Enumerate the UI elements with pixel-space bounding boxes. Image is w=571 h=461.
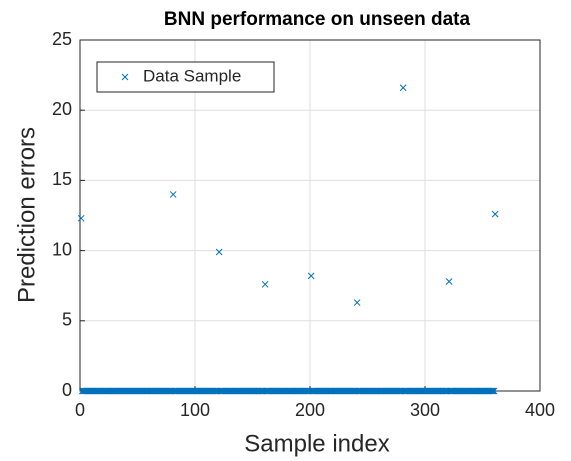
- x-tick-label: 100: [180, 400, 210, 420]
- data-point: [491, 210, 499, 218]
- data-point: [215, 248, 223, 256]
- chart-title: BNN performance on unseen data: [164, 9, 471, 30]
- x-axis-label: Sample index: [244, 430, 389, 457]
- y-tick-label: 15: [52, 169, 72, 189]
- data-point: [77, 214, 85, 222]
- data-point: [169, 191, 177, 198]
- data-point: [399, 84, 407, 92]
- y-tick-label: 10: [52, 239, 72, 259]
- data-point: [488, 387, 496, 395]
- x-tick-label: 400: [525, 400, 555, 420]
- data-point: [307, 272, 315, 280]
- data-point: [261, 280, 269, 288]
- y-tick-label: 25: [52, 29, 72, 49]
- y-tick-label: 0: [62, 380, 72, 400]
- legend-marker: [121, 73, 129, 81]
- legend-label: Data Sample: [143, 66, 241, 85]
- y-tick-label: 5: [62, 310, 72, 330]
- data-point: [445, 278, 453, 285]
- data-point: [490, 387, 498, 395]
- x-tick-label: 200: [295, 400, 325, 420]
- y-axis-label: Prediction errors: [13, 127, 40, 303]
- legend-box: [96, 61, 275, 93]
- y-tick-label: 20: [52, 99, 72, 119]
- x-tick-label: 0: [75, 400, 85, 420]
- data-point: [489, 387, 497, 395]
- x-tick-label: 300: [410, 400, 440, 420]
- data-point: [353, 299, 361, 306]
